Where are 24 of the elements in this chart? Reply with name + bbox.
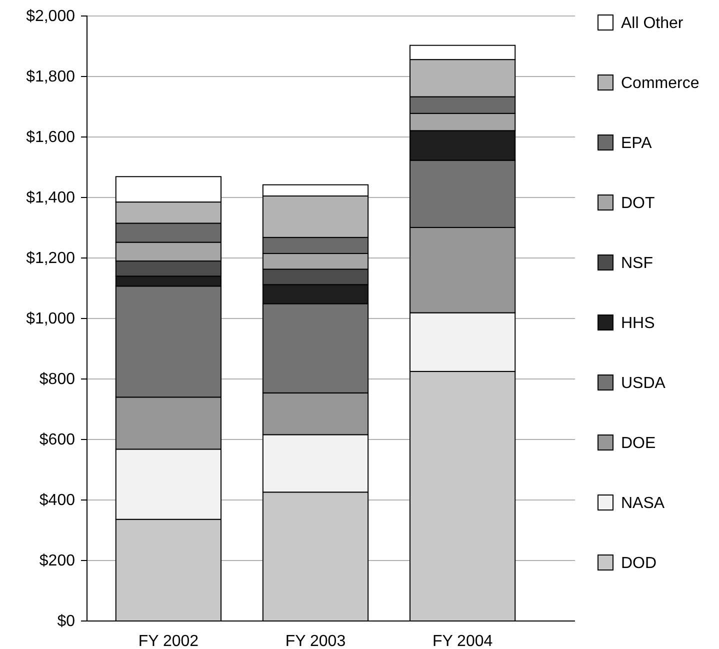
- y-tick-label: $400: [39, 492, 76, 510]
- legend-label: All Other: [621, 15, 684, 32]
- x-tick-label: FY 2004: [432, 633, 493, 649]
- legend-label: EPA: [621, 135, 652, 152]
- y-tick-label: $1,400: [26, 190, 76, 207]
- x-tick-label: FY 2003: [285, 633, 346, 649]
- y-tick-label: $1,800: [26, 68, 76, 86]
- y-tick-label: $800: [39, 371, 76, 388]
- legend-label: Commerce: [621, 75, 700, 92]
- x-tick-label: FY 2002: [138, 633, 199, 649]
- y-tick-label: $600: [39, 432, 76, 449]
- legend-label: NASA: [621, 495, 665, 512]
- y-tick-label: $2,000: [26, 8, 76, 26]
- legend-label: NSF: [621, 255, 654, 272]
- legend-label: DOT: [621, 195, 655, 212]
- legend-label: DOD: [621, 555, 657, 572]
- y-tick-label: $0: [57, 613, 76, 630]
- y-tick-label: $1,200: [26, 250, 76, 268]
- y-tick-label: $1,600: [26, 129, 76, 146]
- y-tick-label: $1,000: [26, 310, 76, 328]
- legend-label: HHS: [621, 315, 655, 332]
- legend-label: USDA: [621, 375, 666, 392]
- y-tick-label: $200: [39, 552, 76, 570]
- legend-label: DOE: [621, 435, 656, 452]
